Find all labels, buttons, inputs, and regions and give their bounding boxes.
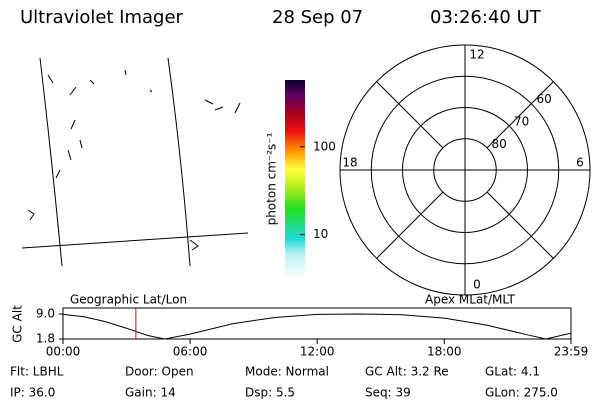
x-tick-label: 00:00 [46,345,81,359]
x-tick-label: 23:59 [554,345,589,359]
status-field: Gain: 14 [125,386,176,400]
mlt-label: 0 [473,278,481,292]
status-field: Dsp: 5.5 [245,386,295,400]
status-field: Mode: Normal [245,365,329,379]
status-field: IP: 36.0 [10,386,55,400]
panel-label: Geographic Lat/Lon [70,293,187,307]
mlt-line [376,191,444,259]
colorbar-label: photon cm⁻²s⁻¹ [265,132,279,225]
date: 28 Sep 07 [272,7,363,28]
time: 03:26:40 UT [430,7,542,28]
grid-curve [167,57,191,267]
mlt-label: 18 [342,156,357,170]
lat-label: 60 [537,92,552,106]
lat-label: 80 [492,137,507,151]
x-tick-label: 06:00 [173,345,208,359]
mlt-line [376,81,444,149]
status-field: GC Alt: 3.2 Re [365,365,449,379]
mlt-line [486,81,554,149]
colorbar-tick-label: 100 [313,139,336,153]
altitude-label: GC Alt [11,305,25,343]
colorbar [285,80,305,278]
title: Ultraviolet Imager [20,7,184,28]
x-tick-label: 12:00 [300,345,335,359]
status-field: GLon: 275.0 [485,386,558,400]
colorbar-tick-label: 10 [313,227,328,241]
status-field: Seq: 39 [365,386,411,400]
polar-label: Apex MLat/MLT [425,293,515,307]
x-tick-label: 18:00 [427,345,462,359]
altitude-frame [62,307,572,340]
status-field: GLat: 4.1 [485,365,540,379]
status-field: Flt: LBHL [10,365,64,379]
status-field: Door: Open [125,365,194,379]
mlt-line [486,191,554,259]
y-tick-label: 9.0 [36,307,55,321]
grid-curve [21,232,249,249]
mlt-label: 12 [469,48,484,62]
mlt-label: 6 [576,156,584,170]
lat-label: 70 [514,115,529,129]
y-tick-label: 1.8 [36,332,55,346]
noise [27,69,241,251]
image-panel [21,57,249,267]
altitude-curve [62,313,572,340]
grid-curve [39,57,63,267]
